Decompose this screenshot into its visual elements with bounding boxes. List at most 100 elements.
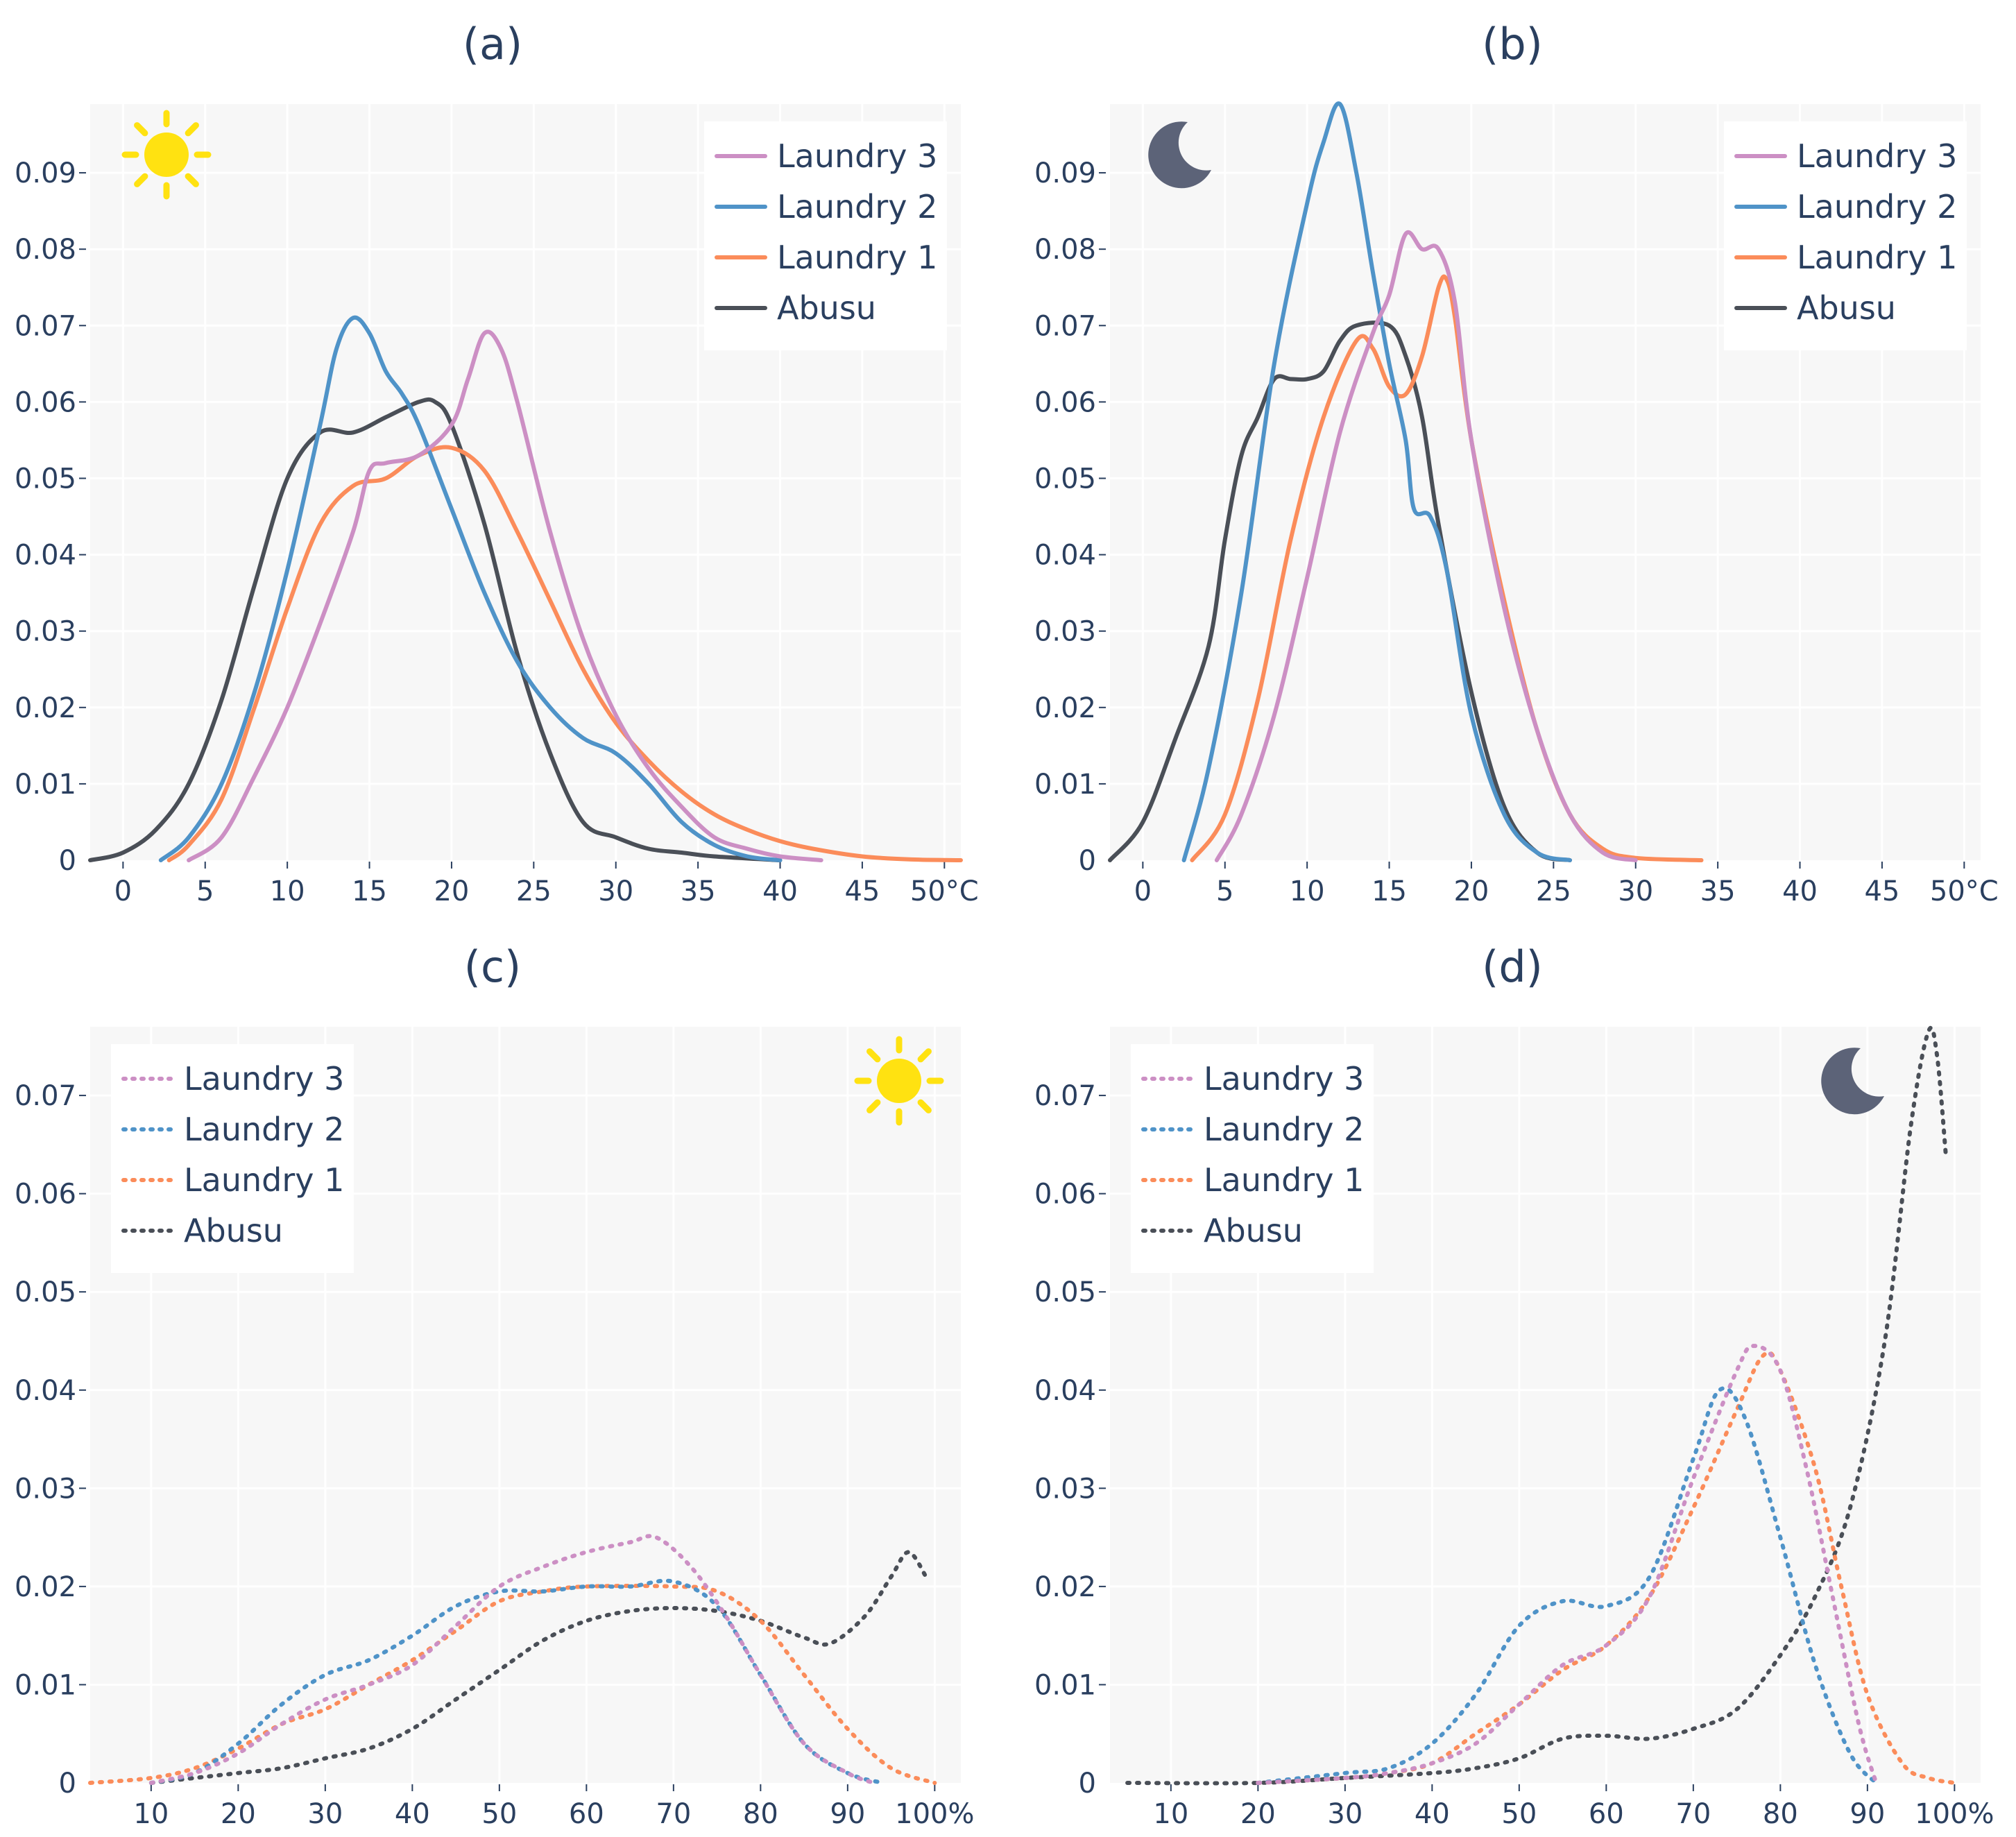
x-tick-label: 70 (1675, 1798, 1711, 1830)
x-tick-label: 10 (1153, 1798, 1188, 1830)
legend-box (111, 1044, 354, 1273)
y-tick-label: 0.04 (1034, 540, 1096, 572)
series-line-laundry-3 (187, 330, 823, 862)
x-tick-label: 20 (221, 1798, 256, 1830)
y-tick-label: 0 (1079, 845, 1096, 877)
series-line-laundry-2 (158, 315, 783, 862)
x-tick-label: 80 (1763, 1798, 1798, 1830)
y-tick-label: 0.05 (15, 1276, 76, 1308)
y-tick-label: 0.05 (15, 463, 76, 495)
x-tick-label: 60 (1589, 1798, 1624, 1830)
x-tick-label: 25 (516, 875, 552, 907)
y-tick-label: 0.02 (1034, 692, 1096, 724)
x-tick-label: 80 (743, 1798, 778, 1830)
series-line-abusu (148, 1550, 928, 1785)
panel-a-title: (a) (463, 19, 522, 69)
series-line-abusu (1125, 1025, 1948, 1786)
series-line-laundry-1 (88, 1584, 937, 1785)
series-line-abusu (1108, 321, 1572, 862)
y-tick-label: 0.09 (15, 157, 76, 189)
legend-label: Laundry 3 (777, 137, 937, 175)
y-tick-label: 0.03 (15, 1473, 76, 1505)
x-tick-label: 30 (1618, 875, 1653, 907)
y-tick-label: 0.01 (15, 769, 76, 801)
legend-label: Abusu (1797, 289, 1896, 327)
y-tick-label: 0.01 (1034, 1669, 1096, 1701)
x-tick-label: 20 (434, 875, 469, 907)
series-line-laundry-3 (1214, 230, 1638, 862)
x-tick-label: 45 (844, 875, 880, 907)
series-line-laundry-2 (148, 1578, 885, 1785)
x-tick-label: 20 (1240, 1798, 1276, 1830)
series-line-laundry-1 (1256, 1350, 1957, 1785)
legend-box (704, 121, 947, 350)
legend: Laundry 3 Laundry 2 Laundry 1 Abusu (111, 1044, 354, 1273)
y-tick-label: 0.02 (15, 692, 76, 724)
y-tick-label: 0 (59, 1768, 76, 1800)
x-tick-label: 25 (1536, 875, 1571, 907)
legend-label: Abusu (777, 289, 876, 327)
legend-label: Laundry 2 (1797, 188, 1957, 225)
y-tick-label: 0.04 (15, 540, 76, 572)
y-tick-label: 0 (59, 845, 76, 877)
x-tick-label: 10 (133, 1798, 169, 1830)
x-tick-label: 30 (307, 1798, 343, 1830)
x-tick-label: 90 (830, 1798, 865, 1830)
x-tick-label: 45 (1864, 875, 1899, 907)
legend-label: Laundry 1 (777, 239, 937, 276)
y-tick-label: 0.09 (1034, 157, 1096, 189)
x-tick-label: 5 (196, 875, 214, 907)
x-tick-label: 30 (598, 875, 633, 907)
y-tick-label: 0.01 (15, 1669, 76, 1701)
sun-icon (854, 1036, 944, 1126)
x-tick-label: 0 (1134, 875, 1152, 907)
x-tick-label: 100% (895, 1798, 974, 1830)
x-tick-label: 10 (1290, 875, 1325, 907)
panel-b: 0 0.01 0.02 0.03 0.04 0.05 0.06 0.07 0.08 0.09 0 5 1… (1034, 101, 1999, 907)
x-tick-label: 35 (1700, 875, 1736, 907)
legend-label: Laundry 2 (184, 1111, 344, 1148)
y-tick-label: 0.08 (1034, 234, 1096, 266)
x-tick-label: 40 (762, 875, 798, 907)
y-tick-label: 0.07 (15, 310, 76, 342)
y-tick-label: 0.07 (15, 1080, 76, 1112)
legend-label: Abusu (184, 1212, 283, 1249)
panel-d: 0 0.01 0.02 0.03 0.04 0.05 0.06 0.07 10 20 30 40 50 6… (1034, 1025, 1994, 1830)
x-tick-label: 50°C (910, 875, 979, 907)
legend-label: Laundry 1 (184, 1161, 344, 1199)
y-tick-label: 0.06 (1034, 1179, 1096, 1211)
legend: Laundry 3 Laundry 2 Laundry 1 Abusu (1131, 1044, 1374, 1273)
x-tick-label: 50 (1501, 1798, 1537, 1830)
x-tick-label: 5 (1216, 875, 1233, 907)
legend-label: Laundry 1 (1204, 1161, 1364, 1199)
series-line-laundry-2 (1181, 101, 1572, 862)
y-tick-label: 0.03 (15, 616, 76, 648)
y-tick-label: 0.06 (1034, 386, 1096, 418)
series-line-abusu (88, 397, 783, 862)
y-tick-label: 0.06 (15, 386, 76, 418)
y-tick-label: 0.01 (1034, 769, 1096, 801)
y-tick-label: 0.04 (1034, 1375, 1096, 1407)
x-tick-label: 40 (1415, 1798, 1450, 1830)
x-tick-label: 70 (656, 1798, 691, 1830)
sun-icon (121, 110, 212, 200)
panel-c: 0 0.01 0.02 0.03 0.04 0.05 0.06 0.07 10 20 30 40 50 6… (15, 1027, 975, 1830)
x-tick-label: 20 (1453, 875, 1489, 907)
legend-label: Laundry 3 (1797, 137, 1957, 175)
y-tick-label: 0.04 (15, 1375, 76, 1407)
legend-label: Laundry 1 (1797, 239, 1957, 276)
series-line-laundry-2 (1256, 1386, 1879, 1785)
y-tick-label: 0.06 (15, 1179, 76, 1211)
y-tick-label: 0.03 (1034, 616, 1096, 648)
legend-label: Abusu (1204, 1212, 1303, 1249)
y-tick-label: 0.02 (1034, 1571, 1096, 1603)
legend: Laundry 3 Laundry 2 Laundry 1 Abusu (1724, 121, 1967, 350)
series-line-laundry-3 (1256, 1344, 1879, 1785)
legend-label: Laundry 3 (184, 1060, 344, 1097)
x-tick-label: 15 (1372, 875, 1407, 907)
y-tick-label: 0.05 (1034, 463, 1096, 495)
x-tick-label: 50°C (1930, 875, 1999, 907)
y-tick-label: 0.07 (1034, 1080, 1096, 1112)
series-line-laundry-1 (166, 445, 963, 862)
y-tick-label: 0.02 (15, 1571, 76, 1603)
